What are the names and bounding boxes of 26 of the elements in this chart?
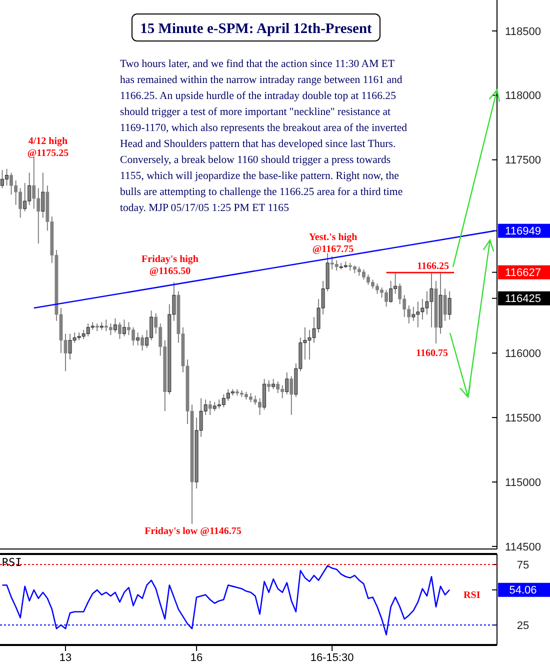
y-tick-label: 118500 [505,26,541,38]
y-tick-label: 54.06 [509,584,537,597]
y-tick-label: 118000 [505,90,541,102]
y-tick-label: 116425 [505,293,541,306]
annotation: Friday's low @1146.75 [144,526,242,537]
annotation: Yest.'s high @1167.75 [308,232,358,255]
y-tick-label: 114500 [505,541,541,554]
y-tick-label: 115000 [505,476,541,489]
annotation: 1160.75 [416,348,448,359]
y-tick-label: 116627 [505,267,541,280]
y-tick-label: 115500 [505,412,541,424]
x-tick-label: 16 [190,652,203,664]
y-tick-label: 75 [516,559,530,572]
annotation: 4/12 high @1175.25 [27,136,69,159]
text: 15 Minute e-SPM: April 12th-Present [140,21,372,37]
x-tick-label: 13 [59,652,72,664]
y-tick-label: 117500 [505,154,541,167]
y-tick-label: 25 [516,620,530,632]
x-tick-label: 16-15:30 [310,652,354,664]
annotation: Friday's high @1165.50 [142,254,199,277]
annotation: 1166.25 [417,261,449,272]
series-label: RSI [464,590,480,601]
chart-title: RSI [2,556,22,569]
text: Two hours later, and we find that the action since 11:30 AM ET has remained within the narrow intraday range between 1161 and 1166.25. An upside hurdle of the intraday double top at 1166.25 should trigger a test of more important "neckline" resistance at 1169-1170, which also represents the breakout area of the inverted Head and Shoulders pattern that has developed since last Thurs. Conversely, a break below 1160 should trigger a press towards 1155, which will jeopardize the base-like pattern. Right now, the bulls are attempting to challenge the 1166.25 area for a third time today. MJP 05/17/05 1:25 PM ET 1165 [120,58,408,214]
y-tick-label: 116000 [505,348,541,360]
y-tick-label: 116949 [505,226,541,238]
